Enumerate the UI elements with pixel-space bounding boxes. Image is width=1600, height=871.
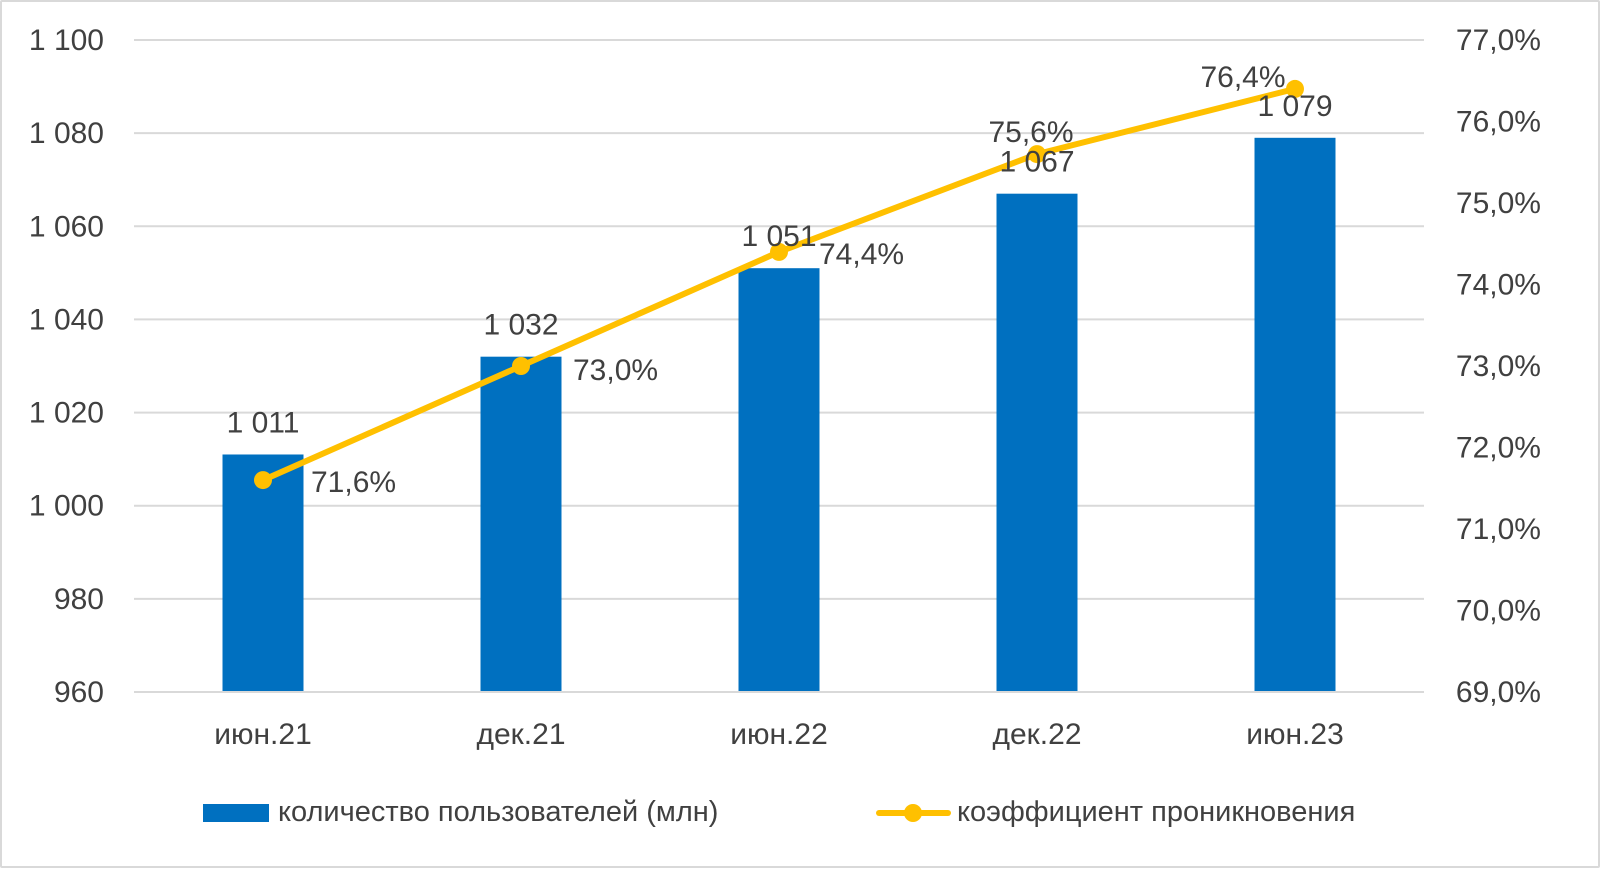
- right-tick-label: 72,0%: [1456, 432, 1541, 465]
- right-tick-label: 71,0%: [1456, 513, 1541, 546]
- line-marker: [1286, 79, 1304, 98]
- left-tick-label: 1 100: [29, 24, 104, 57]
- legend-line-marker: [904, 804, 922, 822]
- line-data-label: 76,4%: [1200, 61, 1285, 94]
- left-tick-label: 960: [54, 676, 104, 709]
- x-tick-label: июн.23: [1246, 718, 1344, 751]
- line-data-label: 74,4%: [819, 238, 904, 271]
- x-axis: июн.21 дек.21 июн.22 дек.22 июн.23: [134, 691, 1424, 751]
- line-marker: [254, 471, 272, 490]
- left-tick-label: 1 020: [29, 397, 104, 430]
- right-tick-label: 76,0%: [1456, 106, 1541, 139]
- right-tick-label: 69,0%: [1456, 676, 1541, 709]
- left-tick-label: 980: [54, 583, 104, 616]
- line-series: [254, 79, 1304, 490]
- legend: количество пользователей (млн) коэффициен…: [203, 796, 1355, 828]
- line-marker: [770, 242, 788, 261]
- left-tick-label: 1 080: [29, 117, 104, 150]
- right-tick-label: 75,0%: [1456, 187, 1541, 220]
- bar: [480, 356, 562, 692]
- bar-series: [222, 137, 1336, 693]
- left-tick-label: 1 060: [29, 210, 104, 243]
- bar-data-label: 1 032: [483, 309, 558, 342]
- right-axis-ticks: 69,0% 70,0% 71,0% 72,0% 73,0% 74,0% 75,0% 76,0%…: [1456, 24, 1541, 709]
- legend-bar-label: количество пользователей (млн): [278, 796, 718, 828]
- right-tick-label: 74,0%: [1456, 269, 1541, 302]
- left-tick-label: 1 000: [29, 490, 104, 523]
- bar: [222, 454, 304, 692]
- x-tick-label: июн.22: [730, 718, 828, 751]
- line-marker: [512, 357, 530, 375]
- x-tick-label: июн.21: [214, 718, 312, 751]
- line-data-label: 71,6%: [311, 466, 396, 499]
- data-labels: 1 011 1 032 1 051 1 067 1 079 71,6% 73,0% 74,4%…: [227, 61, 1333, 499]
- right-tick-label: 77,0%: [1456, 24, 1541, 57]
- left-axis-ticks: 960 980 1 000 1 020 1 040 1 060 1 080 1 100: [29, 24, 104, 709]
- legend-line-label: коэффициент проникновения: [957, 796, 1355, 828]
- right-tick-label: 73,0%: [1456, 350, 1541, 383]
- bar-data-label: 1 067: [999, 146, 1074, 179]
- x-tick-label: дек.21: [476, 718, 565, 751]
- bar-data-label: 1 051: [741, 220, 816, 253]
- right-tick-label: 70,0%: [1456, 595, 1541, 628]
- bar: [996, 193, 1078, 692]
- bar-data-label: 1 079: [1257, 90, 1332, 123]
- bar: [738, 268, 820, 692]
- bar-data-label: 1 011: [227, 406, 300, 439]
- line-data-label: 73,0%: [573, 354, 658, 387]
- line-data-label: 75,6%: [988, 116, 1073, 149]
- left-tick-label: 1 040: [29, 303, 104, 336]
- x-tick-label: дек.22: [992, 718, 1081, 751]
- legend-bar-swatch: [203, 804, 269, 822]
- bar: [1254, 137, 1336, 693]
- line-marker: [1028, 145, 1046, 164]
